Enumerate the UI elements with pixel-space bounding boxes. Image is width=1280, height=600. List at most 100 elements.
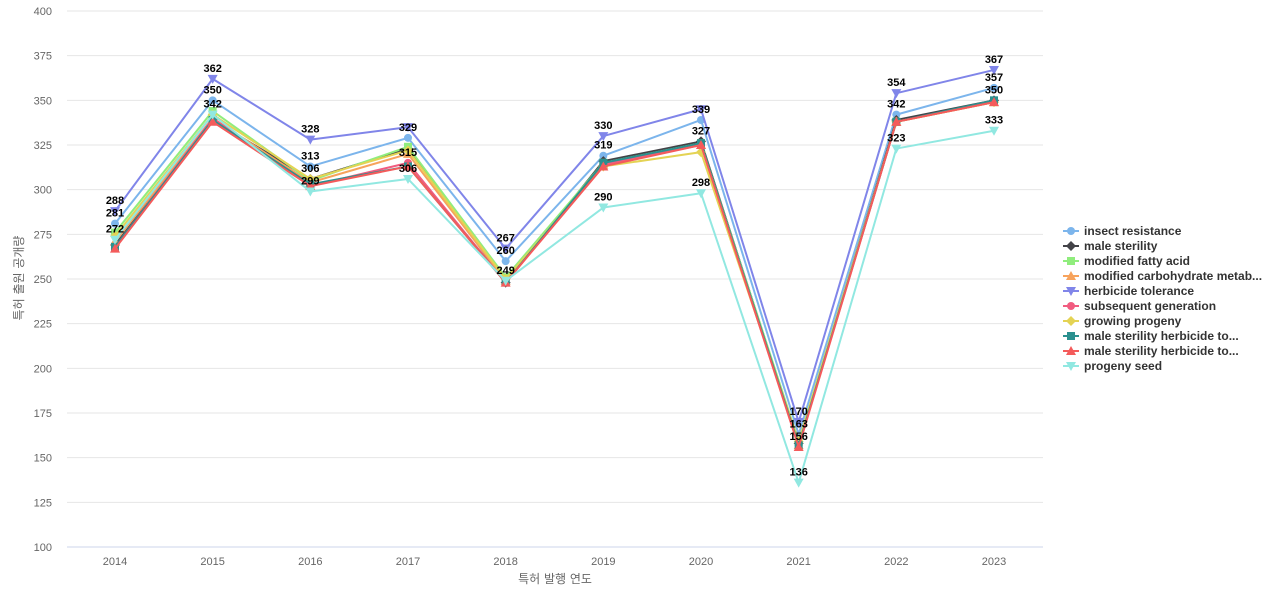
legend-label: progeny seed xyxy=(1084,359,1162,373)
data-point xyxy=(793,478,804,488)
x-axis-title: 특허 발행 연도 xyxy=(518,571,592,586)
data-point xyxy=(404,133,412,142)
data-label: 350 xyxy=(203,84,221,96)
y-tick-label: 375 xyxy=(34,51,52,63)
legend-label: modified carbohydrate metab... xyxy=(1084,269,1262,283)
data-point xyxy=(598,203,609,213)
legend-label: insect resistance xyxy=(1084,224,1182,238)
data-point xyxy=(599,151,608,160)
y-tick-label: 275 xyxy=(34,229,52,241)
data-label: 367 xyxy=(985,54,1003,66)
legend-item[interactable]: modified carbohydrate metab... xyxy=(1063,269,1262,283)
series-line xyxy=(114,101,995,443)
y-tick-label: 300 xyxy=(34,185,52,197)
legend-symbol xyxy=(1067,257,1075,265)
legend-item[interactable]: progeny seed xyxy=(1063,359,1162,373)
data-label: 260 xyxy=(496,245,514,257)
data-point xyxy=(891,144,902,154)
y-tick-label: 400 xyxy=(34,6,52,18)
data-point xyxy=(305,187,316,197)
data-point xyxy=(696,189,706,199)
data-label: 319 xyxy=(594,140,612,152)
data-point xyxy=(111,219,119,228)
data-point xyxy=(892,110,901,119)
data-point xyxy=(989,97,999,107)
data-point xyxy=(208,96,217,105)
legend-label: male sterility xyxy=(1084,239,1158,253)
x-tick-label: 2014 xyxy=(103,556,127,568)
data-point xyxy=(110,207,120,217)
legend-symbol xyxy=(1066,271,1076,280)
data-point xyxy=(403,123,413,133)
data-point xyxy=(696,105,706,115)
data-point xyxy=(989,65,999,75)
data-point xyxy=(598,161,609,171)
x-tick-label: 2017 xyxy=(396,556,420,568)
y-tick-label: 200 xyxy=(34,363,52,375)
series-8 xyxy=(110,97,999,451)
data-label: 339 xyxy=(692,104,710,116)
legend-symbol xyxy=(1066,287,1076,296)
legend-symbol xyxy=(1066,346,1076,355)
legend-label: growing progeny xyxy=(1084,314,1182,328)
data-point xyxy=(501,257,510,266)
data-label: 333 xyxy=(985,115,1003,127)
data-point xyxy=(403,145,413,156)
y-tick-label: 350 xyxy=(34,95,52,107)
legend-item[interactable]: growing progeny xyxy=(1063,314,1182,328)
legend-item[interactable]: insect resistance xyxy=(1063,224,1182,238)
x-tick-label: 2020 xyxy=(689,556,713,568)
data-label: 306 xyxy=(301,163,319,175)
data-label: 156 xyxy=(789,431,807,443)
data-label: 342 xyxy=(887,99,905,111)
series-4 xyxy=(110,65,999,427)
data-label: 136 xyxy=(789,467,807,479)
data-label: 163 xyxy=(789,418,807,430)
data-point xyxy=(306,162,315,171)
data-label: 281 xyxy=(106,208,124,220)
legend-symbol xyxy=(1066,316,1076,326)
legend-item[interactable]: male sterility herbicide to... xyxy=(1063,344,1239,358)
series-6 xyxy=(110,97,999,447)
data-point xyxy=(305,135,316,145)
y-tick-label: 150 xyxy=(34,453,52,465)
data-label: 330 xyxy=(594,120,612,132)
series-line xyxy=(114,101,995,447)
legend-item[interactable]: male sterility xyxy=(1063,239,1158,253)
series-0 xyxy=(111,83,998,439)
series-line xyxy=(114,86,995,436)
data-point xyxy=(793,417,804,427)
data-label: 342 xyxy=(203,99,221,111)
legend-symbol xyxy=(1066,241,1076,251)
data-point xyxy=(598,132,609,142)
data-labels: 2882812723623503423283133062993293153062… xyxy=(106,54,1003,479)
data-label: 315 xyxy=(399,147,417,159)
data-label: 323 xyxy=(887,133,905,145)
data-point xyxy=(110,243,120,253)
legend-symbol xyxy=(1067,227,1075,235)
series-7 xyxy=(111,96,998,450)
x-tick-label: 2015 xyxy=(200,556,224,568)
data-label: 313 xyxy=(301,150,319,162)
legend-item[interactable]: subsequent generation xyxy=(1063,299,1216,313)
series-line xyxy=(114,101,995,447)
legend-symbol xyxy=(1067,332,1075,340)
series-2 xyxy=(111,98,998,446)
y-tick-label: 225 xyxy=(34,319,52,331)
data-point xyxy=(891,116,902,126)
x-tick-label: 2023 xyxy=(982,556,1006,568)
y-tick-label: 100 xyxy=(34,542,52,554)
legend-item[interactable]: male sterility herbicide to... xyxy=(1063,329,1239,343)
legend-item[interactable]: herbicide tolerance xyxy=(1063,284,1194,298)
data-label: 249 xyxy=(496,265,514,277)
y-tick-label: 325 xyxy=(34,140,52,152)
data-label: 357 xyxy=(985,72,1003,84)
x-tick-label: 2019 xyxy=(591,556,615,568)
series-line xyxy=(114,101,995,443)
legend-item[interactable]: modified fatty acid xyxy=(1063,254,1190,268)
legend-symbol xyxy=(1067,302,1075,310)
series-line xyxy=(114,113,995,484)
y-tick-label: 250 xyxy=(34,274,52,286)
